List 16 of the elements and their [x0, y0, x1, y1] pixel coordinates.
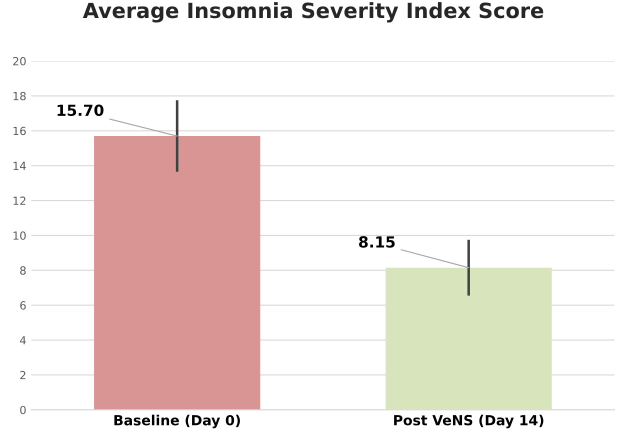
y-tick-label: 16 — [14, 126, 26, 136]
x-tick-label: Baseline (Day 0) — [114, 414, 240, 428]
y-tick-label: 10 — [14, 231, 26, 240]
x-tick-label: Post VeNS (Day 14) — [394, 414, 544, 428]
data-label: 8.15 — [359, 236, 395, 248]
chart-title: Average Insomnia Severity Index Score — [82, 2, 544, 23]
y-tick-label: 0 — [20, 406, 26, 414]
y-tick-label: 20 — [13, 57, 26, 66]
y-tick-label: 6 — [20, 301, 26, 310]
y-tick-label: 14 — [14, 162, 26, 170]
y-tick-label: 12 — [14, 196, 26, 205]
y-tick-label: 2 — [20, 370, 26, 380]
y-tick-label: 4 — [20, 336, 26, 344]
data-label: 15.70 — [58, 104, 104, 116]
y-tick-label: 18 — [14, 92, 26, 100]
y-tick-label: 8 — [20, 266, 26, 275]
